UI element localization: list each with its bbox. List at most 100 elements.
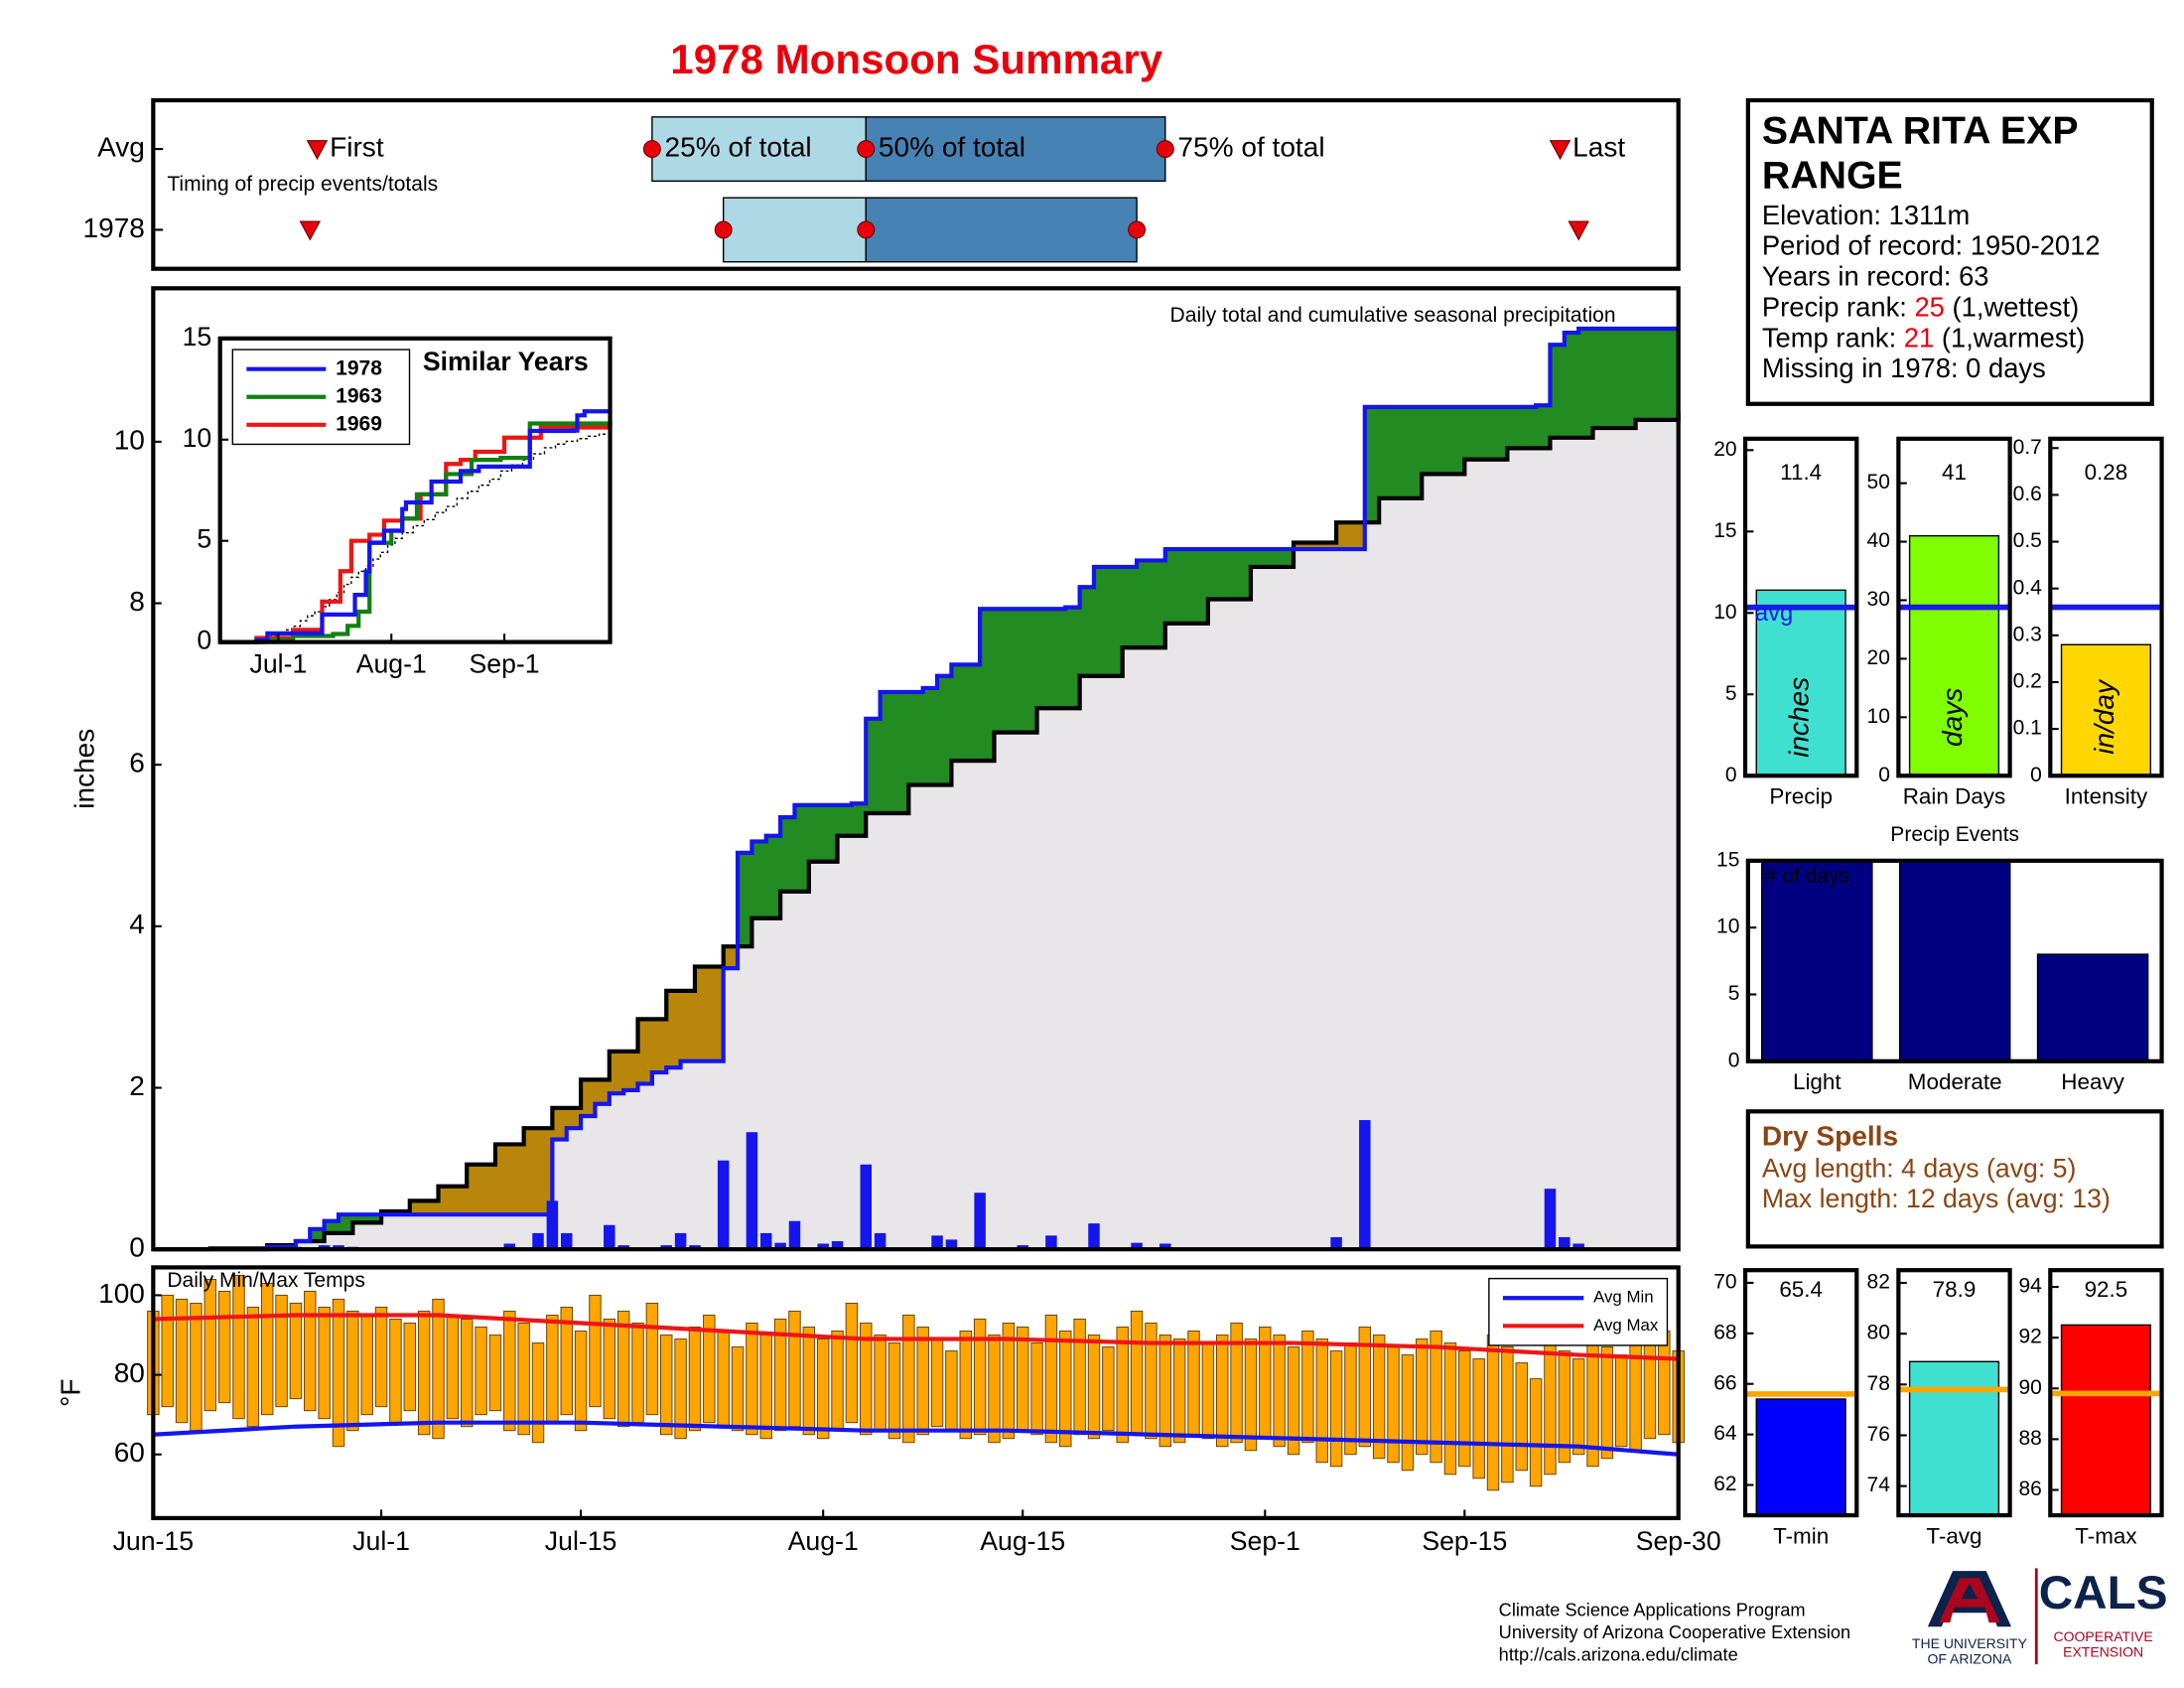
total-marker: [857, 140, 876, 159]
station-box: SANTA RITA EXP RANGE Elevation: 1311m Pe…: [1761, 108, 2101, 385]
temp-range-bar: [232, 1274, 245, 1420]
temp-range-bar: [1615, 1354, 1628, 1448]
temp-range-bar: [1016, 1327, 1029, 1432]
temp-range-bar: [1102, 1346, 1115, 1432]
temp-range-bar: [703, 1315, 716, 1424]
temp-range-bar: [746, 1323, 758, 1436]
daily-bar: [860, 1164, 873, 1250]
y-tick-label: 20: [1867, 646, 1890, 669]
y-tick-label: 5: [197, 524, 211, 554]
y-tick-label: 86: [2018, 1477, 2041, 1500]
event-marker: [1549, 140, 1571, 161]
temp-range-bar: [902, 1315, 915, 1444]
temp-range-bar: [432, 1298, 445, 1440]
temp-range-bar: [1458, 1350, 1471, 1468]
page-title: 1978 Monsoon Summary: [670, 36, 1162, 82]
temp-range-bar: [773, 1319, 787, 1432]
cals-logo: CALS: [2039, 1567, 2168, 1619]
temp-range-bar: [1044, 1315, 1058, 1444]
y-tick-label: 0: [2030, 764, 2042, 786]
y-tick-label: 78: [1867, 1372, 1890, 1395]
temp-range-bar: [1215, 1335, 1229, 1448]
plot-frame: [151, 97, 1681, 271]
temp-range-bar: [1544, 1342, 1557, 1476]
inset-title: Similar Years: [423, 347, 589, 376]
value-label: 92.5: [2085, 1277, 2128, 1302]
temp-range-bar: [389, 1319, 402, 1424]
station-frame: [1745, 97, 2154, 406]
temp-range-bar: [759, 1335, 772, 1440]
y-tick-label: 0.2: [2013, 670, 2042, 693]
temp-range-bar: [1501, 1346, 1514, 1483]
temp-range-bar: [275, 1294, 288, 1408]
value-label: 0.28: [2085, 460, 2128, 485]
y-tick-label: 0: [129, 1232, 145, 1263]
rank-value: 25: [1914, 292, 1945, 324]
event-label: First: [330, 131, 384, 162]
event-label: 50% of total: [879, 131, 1025, 162]
plot-frame: [1742, 1268, 1859, 1518]
average-temp-line: [153, 1313, 1679, 1361]
info-line: Elevation: 1311m: [1761, 200, 1971, 231]
info-line: Missing in 1978: 0 days: [1761, 353, 2046, 385]
temp-range-bar: [1529, 1378, 1543, 1487]
temp-range-bar: [1159, 1335, 1172, 1448]
bar: [1755, 1398, 1846, 1516]
temp-range-bar: [660, 1335, 673, 1436]
y-tick-label: 10: [114, 424, 145, 455]
bar: [1761, 860, 1873, 1062]
series-line: [219, 409, 611, 644]
plot-frame: [1896, 436, 2012, 778]
bar-title: Precip Events: [1890, 823, 2019, 846]
temp-range-bar: [304, 1290, 317, 1412]
category-label: Intensity: [2065, 784, 2148, 809]
temp-range-bar: [260, 1282, 274, 1416]
plot-frame: [151, 1265, 1681, 1520]
daily-bar: [674, 1232, 687, 1250]
y-tick-label: 76: [1867, 1423, 1890, 1446]
y-tick-label: 5: [1725, 682, 1737, 705]
temp-range-bar: [1244, 1338, 1258, 1452]
legend-label: Avg Min: [1593, 1288, 1653, 1307]
y-tick-label: 20: [1713, 438, 1736, 461]
y-tick-label: 62: [1713, 1473, 1736, 1495]
temp-range-bar: [546, 1315, 559, 1424]
bar: [1908, 1360, 2000, 1516]
temp-range-bar: [1030, 1342, 1043, 1436]
temp-range-bar: [560, 1306, 573, 1416]
timing-title: Timing of precip events/totals: [167, 173, 438, 196]
legend-box: [1488, 1277, 1669, 1346]
university-name: THE UNIVERSITY: [1912, 1635, 2028, 1651]
temp-range-bar: [161, 1294, 174, 1408]
university-name: OF ARIZONA: [1927, 1651, 2012, 1667]
temp-range-bar: [475, 1327, 487, 1416]
daily-bar: [717, 1160, 730, 1250]
daily-bar: [560, 1232, 573, 1250]
temp-range-bar: [930, 1338, 944, 1428]
temp-range-bar: [874, 1335, 887, 1432]
daily-bar: [1160, 1243, 1171, 1250]
y-tick-label: 0.7: [2013, 436, 2042, 459]
temp-range-bar: [1087, 1335, 1101, 1440]
temp-range-bar: [517, 1323, 530, 1436]
rank-label: Precip rank:: [1761, 292, 1907, 324]
temp-range-bar: [1130, 1310, 1144, 1436]
series-line: [219, 425, 611, 644]
temp-range-bar: [1558, 1350, 1571, 1464]
extension-name: EXTENSION: [2063, 1644, 2143, 1660]
temp-range-bar: [1230, 1323, 1243, 1444]
value-label: 65.4: [1779, 1277, 1823, 1302]
panel-title: Daily Min/Max Temps: [167, 1269, 364, 1292]
temp-range-bar: [446, 1315, 460, 1420]
temp-range-bar: [1287, 1346, 1300, 1456]
y-tick-label: 88: [2018, 1427, 2041, 1450]
temp-range-bar: [1315, 1338, 1328, 1464]
y-tick-label: 0.4: [2013, 576, 2043, 599]
plot-frame: [1745, 858, 2164, 1063]
bar: [1898, 860, 2011, 1062]
total-marker: [642, 140, 661, 159]
y-tick-label: 0: [197, 626, 211, 655]
temp-range-bar: [246, 1306, 260, 1428]
y-tick-label: 0.3: [2013, 623, 2042, 645]
total-marker: [1156, 140, 1174, 159]
